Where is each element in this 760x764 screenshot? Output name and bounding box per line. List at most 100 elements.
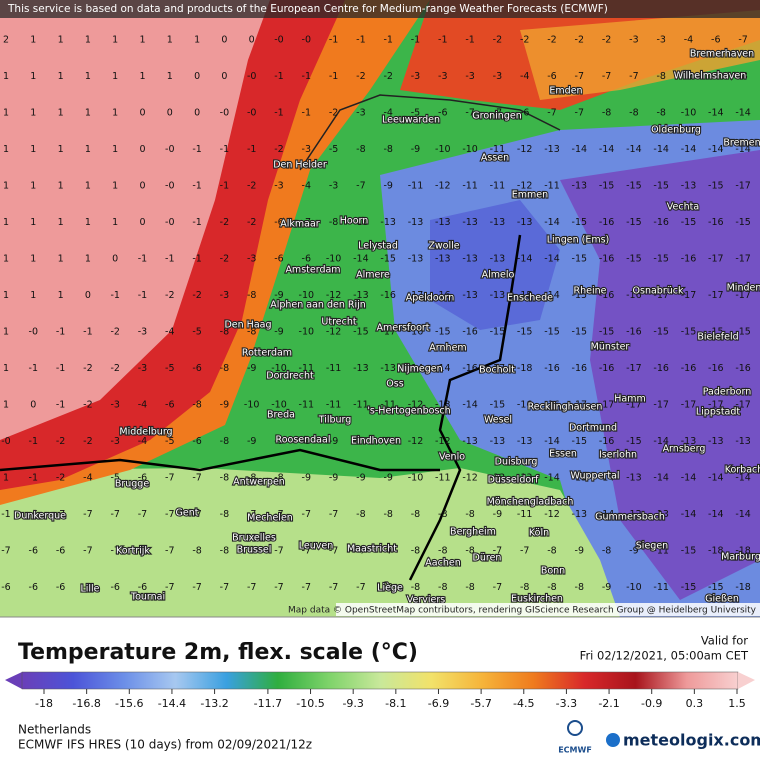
legend-title: Temperature 2m, flex. scale (°C)	[18, 640, 418, 665]
grid-value: -1	[192, 144, 201, 155]
valid-label: Valid for	[701, 634, 748, 648]
grid-value: -13	[462, 436, 478, 447]
grid-value: -2	[110, 327, 119, 338]
grid-value: -4	[684, 35, 693, 46]
grid-value: -8	[383, 582, 392, 593]
grid-value: -2	[165, 290, 174, 301]
grid-value: -16	[517, 400, 533, 411]
grid-value: -5	[165, 436, 174, 447]
grid-value: -12	[517, 144, 533, 155]
grid-value: -0	[247, 108, 256, 119]
grid-value: -15	[572, 327, 588, 338]
grid-value: -10	[271, 400, 287, 411]
grid-value: -8	[220, 546, 229, 557]
grid-value: -6	[138, 582, 147, 593]
grid-value: -4	[138, 436, 147, 447]
grid-value: -1	[438, 35, 447, 46]
grid-value: -1	[110, 290, 119, 301]
grid-value: -14	[708, 108, 724, 119]
city-label: Köln	[529, 528, 549, 539]
grid-value: -1	[220, 181, 229, 192]
grid-value: -14	[653, 436, 669, 447]
grid-value: 1	[58, 217, 64, 228]
grid-value: -1	[29, 473, 38, 484]
grid-value: 1	[58, 35, 64, 46]
grid-value: -7	[274, 582, 283, 593]
grid-value: 0	[112, 254, 118, 265]
grid-value: -7	[329, 546, 338, 557]
grid-value: -1	[29, 363, 38, 374]
grid-value: -7	[575, 71, 584, 82]
grid-value: -13	[490, 254, 506, 265]
attribution: Map data © OpenStreetMap contributors, r…	[288, 606, 757, 616]
grid-value: 1	[3, 327, 9, 338]
colorbar-tick-label: -16.8	[72, 697, 100, 710]
grid-value: -14	[599, 473, 615, 484]
city-label: Bremen	[723, 138, 760, 149]
city-label: Dunkerque	[14, 511, 66, 522]
city-label: Groningen	[472, 111, 521, 122]
grid-value: -1	[83, 327, 92, 338]
grid-value: -2	[83, 363, 92, 374]
grid-value: -1	[329, 35, 338, 46]
grid-value: 1	[112, 181, 118, 192]
city-label: Breda	[267, 410, 295, 421]
grid-value: -17	[653, 400, 669, 411]
colorbar-tick-label: -8.1	[385, 697, 406, 710]
grid-value: -12	[517, 181, 533, 192]
grid-value: -14	[544, 217, 560, 228]
grid-value: -18	[735, 582, 751, 593]
grid-value: -0	[274, 35, 283, 46]
grid-value: -17	[735, 254, 751, 265]
grid-value: -16	[572, 363, 588, 374]
grid-value: -7	[110, 546, 119, 557]
grid-value: -2	[329, 108, 338, 119]
grid-value: -9	[274, 436, 283, 447]
grid-value: -15	[681, 327, 697, 338]
grid-value: -5	[110, 473, 119, 484]
grid-value: -16	[626, 290, 642, 301]
grid-value: -13	[380, 217, 396, 228]
grid-value: -13	[681, 436, 697, 447]
grid-value: -16	[544, 400, 560, 411]
grid-value: -10	[626, 582, 642, 593]
grid-value: -11	[380, 436, 396, 447]
city-label: Almelo	[482, 270, 515, 281]
grid-value: -8	[192, 546, 201, 557]
grid-value: -11	[326, 400, 342, 411]
city-label: Lelystad	[358, 241, 398, 252]
grid-value: -15	[626, 217, 642, 228]
grid-value: -11	[408, 181, 424, 192]
grid-value: -7	[356, 582, 365, 593]
grid-value: 1	[112, 144, 118, 155]
grid-value: -7	[356, 181, 365, 192]
grid-value: 0	[221, 35, 227, 46]
grid-value: -15	[653, 181, 669, 192]
colorbar-tick-label: -14.4	[158, 697, 186, 710]
grid-value: -2	[83, 436, 92, 447]
grid-value: -15	[517, 327, 533, 338]
grid-value: -9	[493, 509, 502, 520]
grid-value: -14	[735, 473, 751, 484]
city-label: Hoorn	[340, 216, 369, 227]
grid-value: -13	[435, 217, 451, 228]
grid-value: -4	[302, 181, 311, 192]
grid-value: -14	[653, 473, 669, 484]
grid-value: 1	[3, 400, 9, 411]
grid-value: -15	[572, 473, 588, 484]
grid-value: -14	[708, 509, 724, 520]
grid-value: -9	[220, 400, 229, 411]
grid-value: -11	[653, 582, 669, 593]
grid-value: -6	[547, 71, 556, 82]
grid-value: -6	[274, 254, 283, 265]
city-label: Alphen aan den Rijn	[270, 300, 366, 311]
city-label: Eindhoven	[351, 436, 401, 447]
grid-value: -1	[247, 144, 256, 155]
grid-value: -14	[681, 473, 697, 484]
grid-value: -7	[274, 509, 283, 520]
colorbar-tick-label: -10.5	[296, 697, 324, 710]
grid-value: -10	[299, 327, 315, 338]
grid-value: -7	[165, 509, 174, 520]
brand[interactable]: meteologix.com	[623, 731, 760, 750]
grid-value: -2	[274, 144, 283, 155]
